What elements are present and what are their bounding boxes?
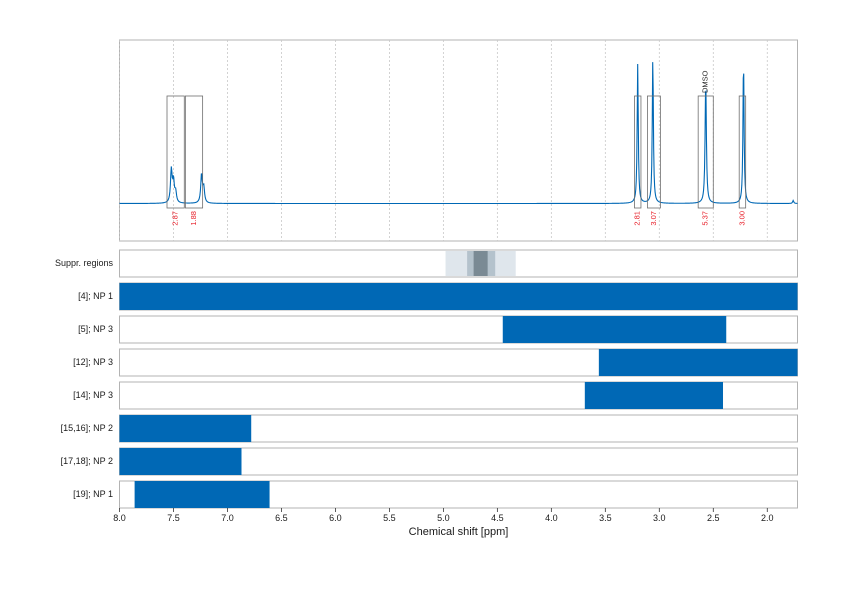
range-track-label: [12]; NP 3 [73,357,113,367]
suppressed-regions-label: Suppr. regions [55,258,114,268]
range-bar [502,316,727,343]
integration-region [166,95,185,209]
spectrum-trace [119,62,798,205]
x-tick-label: 5.5 [383,513,396,523]
x-tick-label: 7.0 [221,513,234,523]
x-tick-label: 3.0 [653,513,666,523]
range-track-label: [15,16]; NP 2 [61,423,113,433]
x-tick-label: 2.0 [761,513,774,523]
integral-value-label: 3.00 [737,211,746,226]
x-tick-label: 4.0 [545,513,558,523]
integral-value-label: 3.07 [649,211,658,226]
range-bar [119,448,242,475]
integral-value-label: 5.37 [701,211,710,226]
integration-region [697,95,714,209]
integration-region [184,95,204,209]
integral-value-label: 2.87 [171,211,180,226]
x-axis-title: Chemical shift [ppm] [409,526,509,538]
suppressed-band [473,251,488,276]
integration-region [647,95,661,209]
range-bar [584,382,724,409]
solvent-annotation: DMSO [701,70,710,93]
x-tick-label: 6.5 [275,513,288,523]
x-tick-label: 2.5 [707,513,720,523]
range-track-label: [14]; NP 3 [73,390,113,400]
range-track-label: [4]; NP 1 [78,291,113,301]
x-tick-label: 6.0 [329,513,342,523]
range-bar [134,481,270,508]
range-track-label: [17,18]; NP 2 [61,456,113,466]
range-track-label: [5]; NP 3 [78,324,113,334]
range-bar [598,349,798,376]
integration-region [738,95,747,209]
x-tick-label: 7.5 [167,513,180,523]
x-tick-label: 4.5 [491,513,504,523]
range-bar [119,415,252,442]
range-bar [119,283,798,310]
x-tick-label: 8.0 [113,513,126,523]
x-tick-label: 5.0 [437,513,450,523]
integral-value-label: 2.81 [633,211,642,226]
x-tick-label: 3.5 [599,513,612,523]
integral-value-label: 1.88 [189,211,198,226]
range-track-label: [19]; NP 1 [73,489,113,499]
spectrum-panel [119,39,798,242]
integration-region [634,95,642,209]
